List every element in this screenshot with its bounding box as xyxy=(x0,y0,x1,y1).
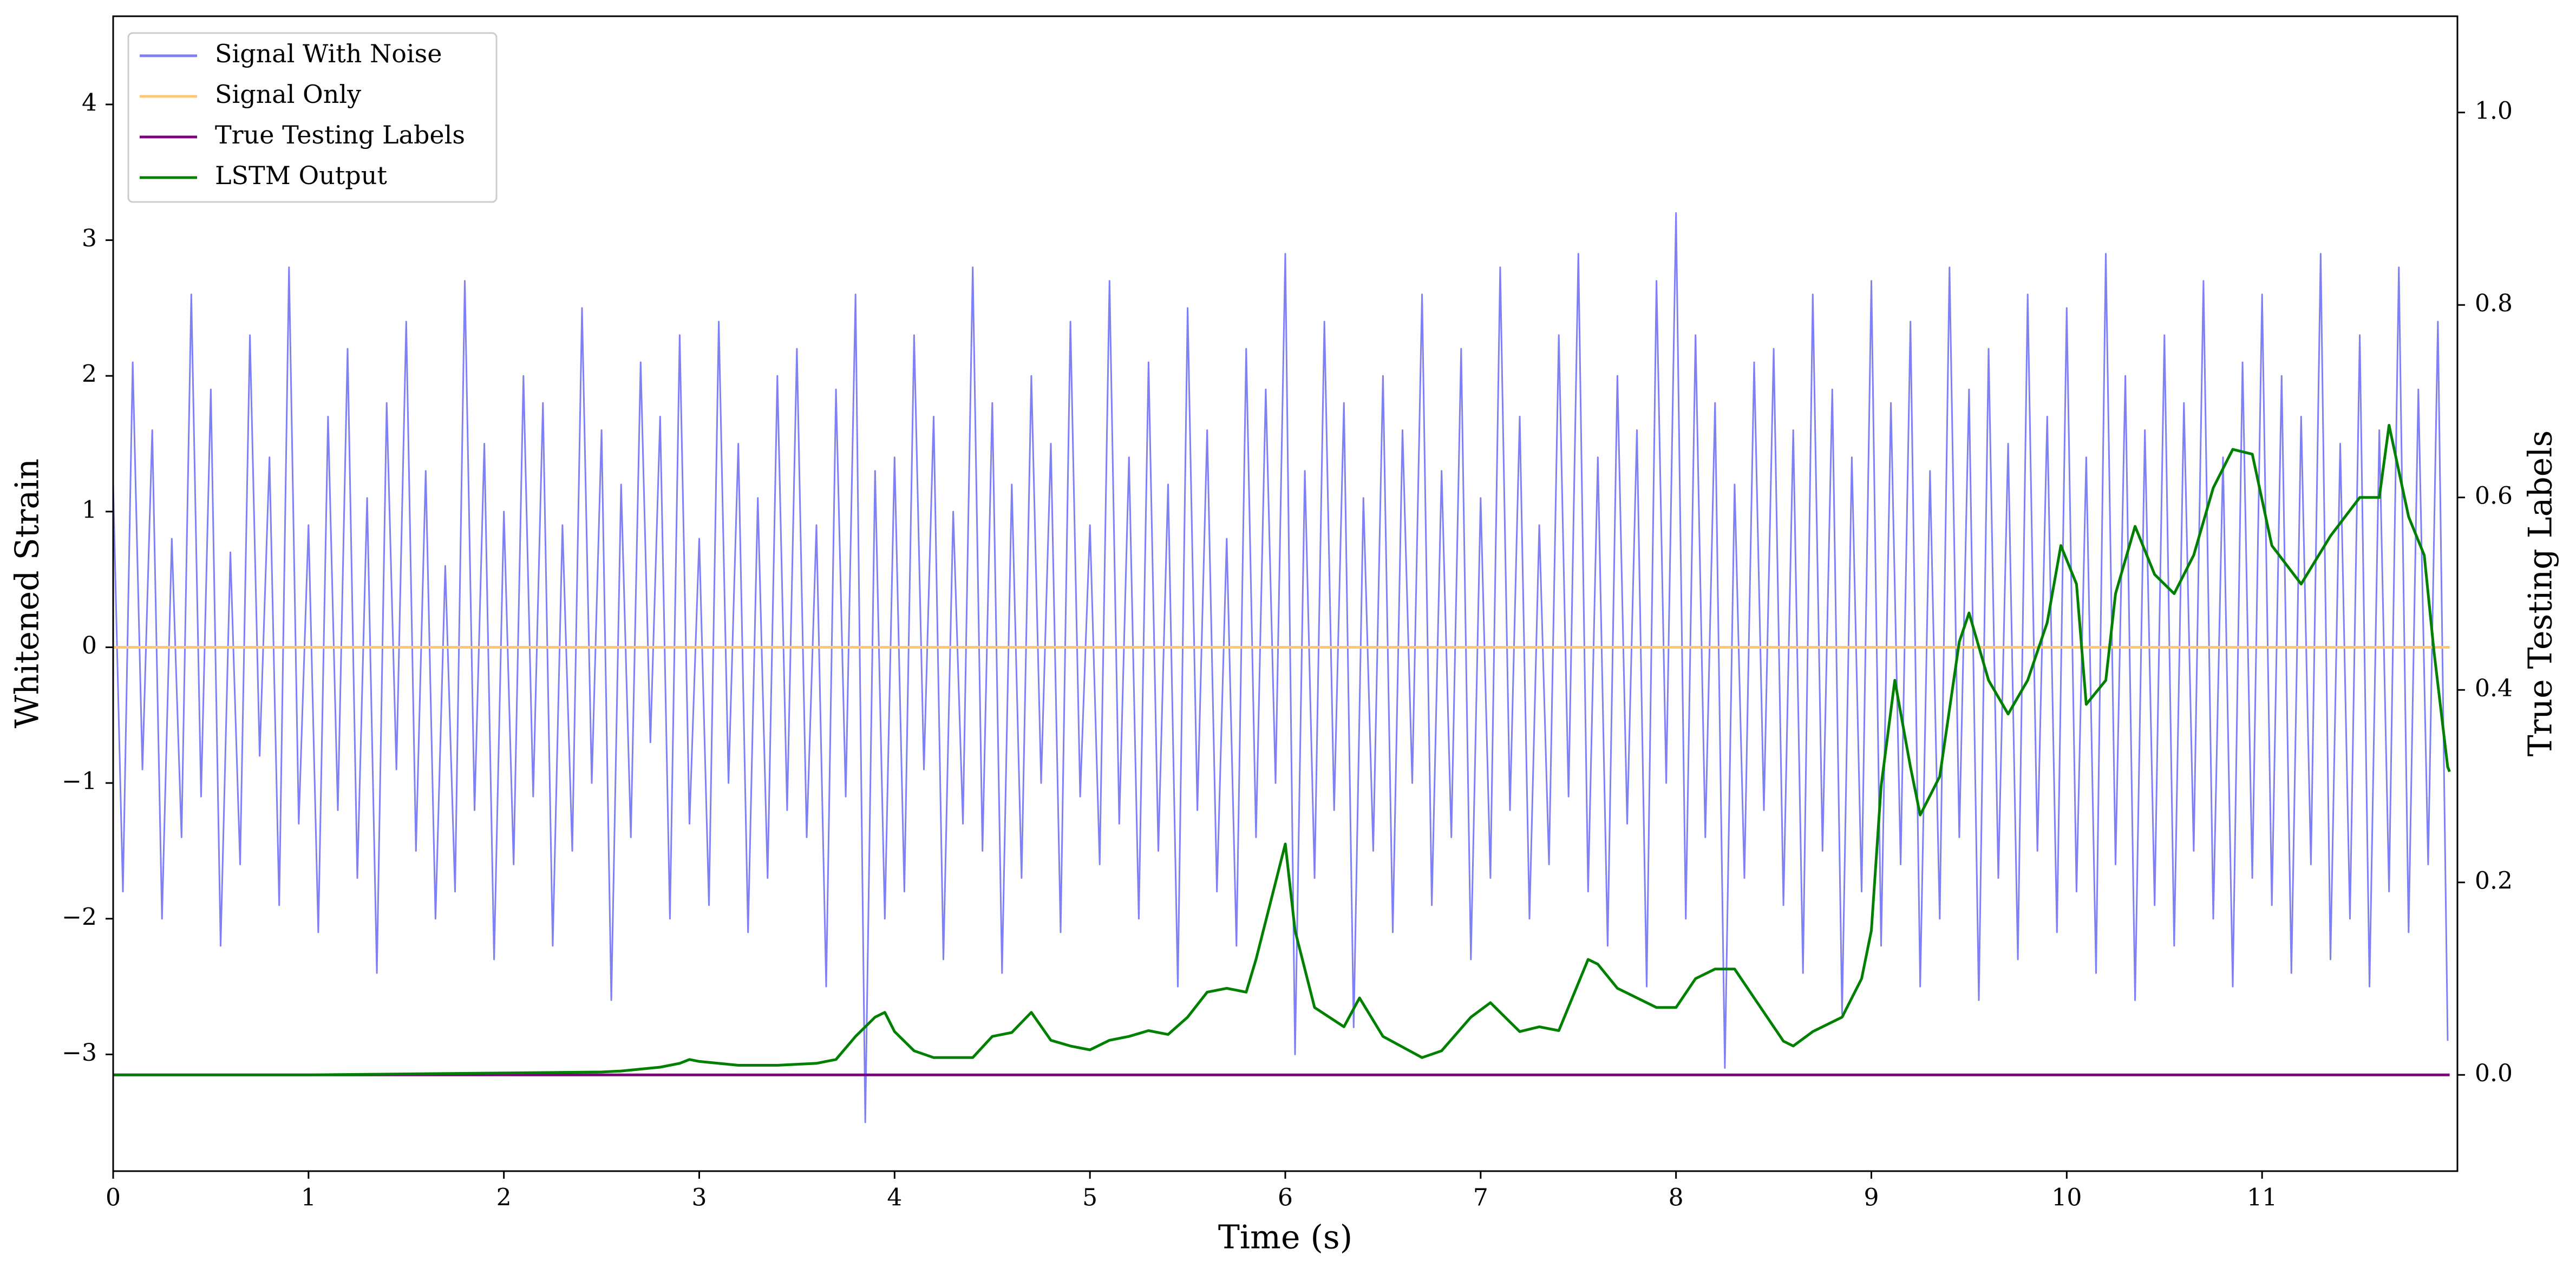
plot-area xyxy=(113,212,2451,1123)
y2-tick-label: 0.4 xyxy=(2475,675,2513,702)
series-line xyxy=(113,212,2449,1123)
x-tick-label: 3 xyxy=(692,1184,707,1212)
y-tick-label: −2 xyxy=(62,903,97,931)
legend-label: Signal Only xyxy=(215,80,361,109)
x-tick-label: 7 xyxy=(1473,1184,1488,1212)
legend-box xyxy=(127,32,498,203)
y-tick-label: 4 xyxy=(82,89,97,116)
x-tick-label: 5 xyxy=(1082,1184,1097,1212)
x-tick-label: 0 xyxy=(106,1184,121,1212)
y2-axis-label: True Testing Labels xyxy=(2522,430,2560,757)
y2-tick-label: 0.8 xyxy=(2475,290,2513,317)
x-tick-label: 6 xyxy=(1278,1184,1293,1212)
y-tick-label: 2 xyxy=(82,361,97,388)
y-axis-label: Whitened Strain xyxy=(9,459,47,728)
y-tick-label: −1 xyxy=(62,768,97,795)
plot-frame xyxy=(112,15,2459,1172)
y2-tick-label: 0.2 xyxy=(2475,867,2513,894)
legend-label: Signal With Noise xyxy=(215,39,442,68)
x-tick-label: 2 xyxy=(496,1184,512,1212)
x-axis-label: Time (s) xyxy=(1218,1219,1352,1257)
legend-label: LSTM Output xyxy=(215,161,387,190)
x-tick-label: 9 xyxy=(1864,1184,1879,1212)
x-tick-label: 10 xyxy=(2051,1184,2082,1212)
y2-tick-label: 1.0 xyxy=(2475,97,2513,125)
x-tick-label: 11 xyxy=(2247,1184,2277,1212)
series-line xyxy=(113,423,2451,1076)
legend-label: True Testing Labels xyxy=(215,120,465,149)
y-tick-label: 0 xyxy=(82,632,97,659)
y2-tick-label: 0.6 xyxy=(2475,482,2513,509)
y-tick-label: 1 xyxy=(82,496,97,524)
x-tick-label: 8 xyxy=(1669,1184,1684,1212)
y2-tick-label: 0.0 xyxy=(2475,1060,2513,1087)
y-tick-label: −3 xyxy=(62,1039,97,1067)
y-tick-label: 3 xyxy=(82,225,97,252)
x-tick-label: 1 xyxy=(301,1184,316,1212)
x-tick-label: 4 xyxy=(887,1184,902,1212)
